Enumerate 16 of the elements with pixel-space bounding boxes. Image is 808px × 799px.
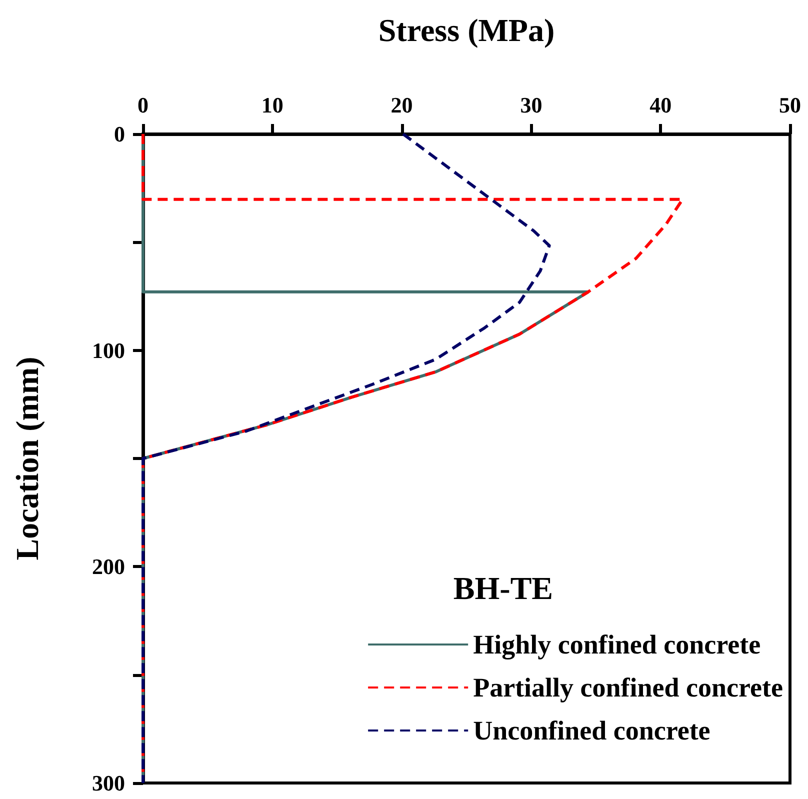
y-tick-label: 200 xyxy=(92,554,125,580)
legend-label: Partially confined concrete xyxy=(473,672,784,702)
y-tick-label: 300 xyxy=(92,770,125,796)
x-tick-label: 40 xyxy=(650,92,672,118)
legend-title: BH-TE xyxy=(453,570,553,606)
x-tick-label: 30 xyxy=(520,92,542,118)
legend-label: Unconfined concrete xyxy=(473,716,710,746)
x-tick-label: 50 xyxy=(779,92,801,118)
y-axis-title: Location (mm) xyxy=(9,356,45,560)
y-tick-label: 0 xyxy=(114,122,125,146)
x-axis-title: Stress (MPa) xyxy=(378,12,555,48)
y-tick-label: 100 xyxy=(92,338,125,363)
x-tick-label: 10 xyxy=(261,92,284,118)
x-tick-label: 0 xyxy=(138,92,148,118)
legend-label: Highly confined concrete xyxy=(473,630,761,660)
x-tick-label: 20 xyxy=(390,92,413,118)
